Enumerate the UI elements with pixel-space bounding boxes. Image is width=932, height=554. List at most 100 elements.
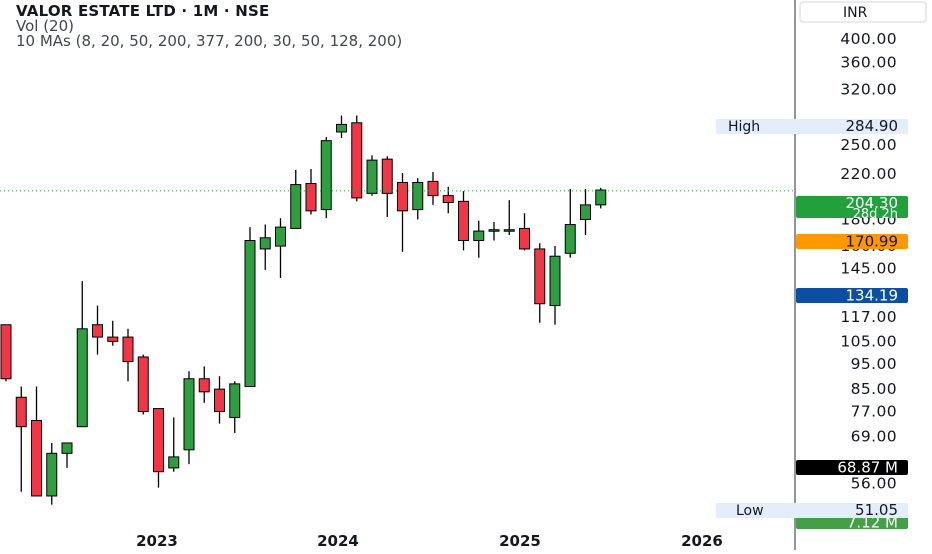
candle[interactable] <box>290 169 302 229</box>
price-tick-label: 105.00 <box>840 332 897 350</box>
candle[interactable] <box>153 408 164 488</box>
candle-body <box>229 383 241 418</box>
candle-body <box>412 181 424 211</box>
candle[interactable] <box>519 213 530 251</box>
candle[interactable] <box>503 200 515 236</box>
price-tick-label: 77.00 <box>851 402 897 420</box>
price-tick-label: 360.00 <box>840 54 897 72</box>
candle[interactable] <box>549 246 561 325</box>
ma-blue-tag: 134.19 <box>846 287 899 305</box>
price-tick-label: 85.00 <box>851 380 897 398</box>
symbol-title[interactable]: VALOR ESTATE LTD · 1M · NSE <box>16 2 270 20</box>
candle[interactable] <box>214 376 225 424</box>
candle[interactable] <box>168 417 180 472</box>
volume-tag-bg <box>796 460 908 475</box>
candle-body <box>427 180 439 197</box>
candle-body <box>244 240 256 387</box>
candle[interactable] <box>137 354 149 415</box>
candle-body <box>381 158 393 194</box>
candle[interactable] <box>320 137 332 219</box>
low-tag-bg <box>716 503 908 518</box>
candle[interactable] <box>458 191 469 251</box>
candle[interactable] <box>92 305 103 355</box>
candle-body <box>214 388 225 412</box>
price-tick-label: 145.00 <box>840 259 897 277</box>
ma-orange-tag: 170.99 <box>846 233 899 251</box>
candle-body <box>122 336 134 363</box>
candle[interactable] <box>244 227 256 387</box>
candle-body <box>503 229 515 232</box>
candle[interactable] <box>305 168 317 215</box>
candle[interactable] <box>46 442 58 505</box>
ma-blue-tag-bg <box>796 288 908 303</box>
candle[interactable] <box>534 243 546 323</box>
candle-body <box>275 226 286 247</box>
candle-body <box>0 324 12 380</box>
candle-body <box>259 237 271 250</box>
candle[interactable] <box>61 442 73 468</box>
candle-body <box>534 248 546 305</box>
candle[interactable] <box>381 156 393 217</box>
candle[interactable] <box>31 386 42 497</box>
candle[interactable] <box>366 155 378 196</box>
candle-body <box>15 396 27 428</box>
high-tag-bg <box>716 119 908 134</box>
price-tag: 204.30 <box>846 194 899 212</box>
candle[interactable] <box>122 328 134 382</box>
price-tick-label: 320.00 <box>840 80 897 98</box>
candle-body <box>198 378 210 393</box>
time-tick-label: 2025 <box>499 532 541 550</box>
candle-body <box>320 140 332 211</box>
low-value: 51.05 <box>855 501 898 519</box>
candle[interactable] <box>76 281 88 428</box>
candle-body <box>458 200 469 242</box>
currency-label: INR <box>843 5 868 21</box>
candle[interactable] <box>259 224 271 270</box>
candle-body <box>183 378 195 451</box>
candle-body <box>336 123 347 133</box>
currency-box[interactable] <box>799 1 927 23</box>
price-tick-label: 220.00 <box>840 165 897 183</box>
candle-body <box>488 229 500 232</box>
candle-body <box>31 419 42 497</box>
candle[interactable] <box>0 324 12 382</box>
candle[interactable] <box>473 220 485 258</box>
candle-body <box>76 328 88 428</box>
candle[interactable] <box>183 371 195 465</box>
candle-body <box>305 183 317 212</box>
candle-body <box>442 195 454 204</box>
candle-body <box>397 181 408 212</box>
candle[interactable] <box>15 386 27 492</box>
candle-body <box>107 336 119 342</box>
volume-legend[interactable]: Vol (20) <box>16 17 75 35</box>
candle-body <box>290 184 302 229</box>
candle[interactable] <box>198 366 210 403</box>
candle-body <box>92 324 103 338</box>
candle[interactable] <box>564 188 576 258</box>
ma-orange-tag-bg <box>796 234 908 249</box>
candle-body <box>519 227 530 250</box>
candle[interactable] <box>336 115 347 139</box>
candle-body <box>46 452 58 497</box>
candle[interactable] <box>580 188 591 236</box>
price-tag-bg <box>796 196 908 218</box>
candle[interactable] <box>427 172 439 205</box>
candle[interactable] <box>275 218 286 278</box>
candle[interactable] <box>412 178 424 220</box>
candles-layer <box>0 115 607 505</box>
candle[interactable] <box>351 115 363 202</box>
countdown-tag: 28d 2h <box>853 207 898 222</box>
candle-body <box>61 442 73 454</box>
moving-averages-legend[interactable]: 10 MAs (8, 20, 50, 200, 377, 200, 30, 50… <box>16 32 403 50</box>
low-label: Low <box>736 503 764 519</box>
candle[interactable] <box>229 381 241 434</box>
candle[interactable] <box>488 221 500 241</box>
candle[interactable] <box>107 320 119 346</box>
candle[interactable] <box>397 173 408 252</box>
candle-body <box>580 204 591 220</box>
candle-body <box>168 456 180 469</box>
candle-body <box>564 224 576 254</box>
